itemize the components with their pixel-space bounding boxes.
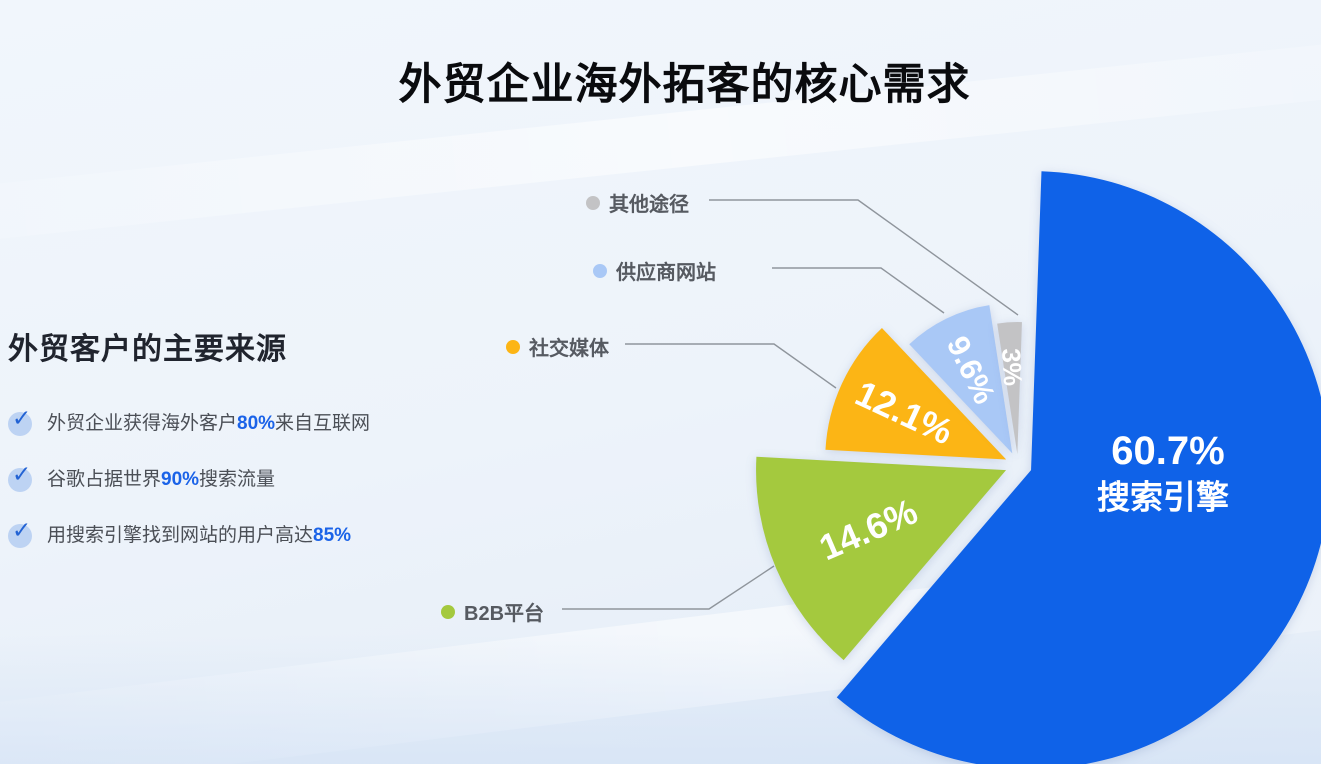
leader-line (709, 199, 1019, 316)
pie-slice-1 (756, 456, 1007, 661)
leader-line (772, 267, 945, 314)
pie-slice-3 (909, 305, 1013, 454)
slice-label: 搜索引擎 (1097, 479, 1229, 516)
legend-label: 供应商网站 (616, 262, 716, 284)
left-panel: 外贸客户的主要来源 ✓ 外贸企业获得海外客户80%来自互联网 ✓ 谷歌占据世界9… (8, 324, 408, 580)
list-item: ✓ 外贸企业获得海外客户80%来自互联网 (8, 406, 408, 436)
bullet-text: 谷歌占据世界90%搜索流量 (47, 469, 276, 490)
legend-label: 社交媒体 (529, 338, 609, 360)
legend-dot (441, 604, 455, 619)
legend-item-social: 社交媒体 (506, 332, 609, 361)
check-icon: ✓ (8, 406, 32, 436)
bullet-list: ✓ 外贸企业获得海外客户80%来自互联网 ✓ 谷歌占据世界90%搜索流量 ✓ 用… (8, 406, 408, 548)
highlight-number: 80% (237, 413, 276, 434)
leader-line (562, 565, 775, 610)
check-icon: ✓ (8, 518, 32, 548)
legend-item-other: 其他途径 (586, 188, 689, 217)
left-panel-heading: 外贸客户的主要来源 (8, 333, 287, 366)
pie-slice-2 (825, 327, 1007, 460)
bullet-text: 外贸企业获得海外客户80%来自互联网 (47, 413, 371, 434)
pie-slice-4 (997, 322, 1022, 455)
check-icon: ✓ (8, 462, 32, 492)
legend-label: B2B平台 (464, 603, 545, 625)
legend-label: 其他途径 (609, 194, 689, 216)
highlight-number: 85% (313, 525, 352, 546)
leader-line (625, 343, 837, 389)
slice-label: 60.7% (1111, 429, 1224, 473)
highlight-number: 90% (161, 469, 200, 490)
legend-dot (586, 195, 600, 210)
list-item: ✓ 谷歌占据世界90%搜索流量 (8, 462, 408, 492)
page-title: 外贸企业海外拓客的核心需求 (398, 61, 971, 109)
legend-dot (593, 263, 607, 278)
legend-item-b2b: B2B平台 (441, 597, 544, 626)
slice-label: 3% (996, 347, 1028, 386)
legend-dot (506, 339, 520, 354)
list-item: ✓ 用搜索引擎找到网站的用户高达85% (8, 518, 408, 548)
bullet-text: 用搜索引擎找到网站的用户高达85% (47, 525, 352, 546)
legend-item-supplier: 供应商网站 (593, 256, 716, 285)
pie-slice-0 (836, 171, 1321, 764)
